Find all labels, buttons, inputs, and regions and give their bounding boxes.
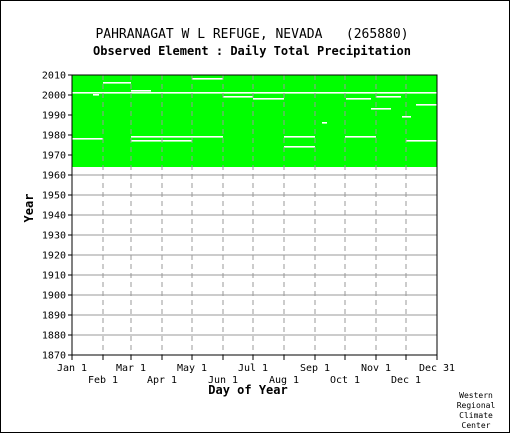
y-tick-label: 1950 xyxy=(42,191,66,202)
observed-data-block xyxy=(72,75,437,167)
missing-data-segment xyxy=(284,146,315,148)
x-tick-label: Apr 1 xyxy=(147,375,177,386)
missing-data-segment xyxy=(284,136,315,138)
missing-data-segment xyxy=(406,140,437,142)
credit-line-3: Climate xyxy=(459,411,493,420)
x-axis-title: Day of Year xyxy=(208,383,287,397)
x-tick-label: May 1 xyxy=(177,363,207,374)
y-tick-label: 1920 xyxy=(42,251,66,262)
missing-data-segment xyxy=(402,116,411,118)
x-tick-label: Sep 1 xyxy=(300,363,330,374)
y-tick-label: 1990 xyxy=(42,111,66,122)
y-tick-label: 1880 xyxy=(42,331,66,342)
x-tick-label: Jul 1 xyxy=(238,363,268,374)
plot-area xyxy=(71,74,438,356)
missing-data-segment xyxy=(72,92,437,94)
missing-data-segment xyxy=(416,104,437,106)
x-axis-ticks: Jan 1 Mar 1 May 1 Jul 1 Sep 1 Nov 1 Dec 31 Feb … xyxy=(57,355,455,386)
x-tick-label: Dec 1 xyxy=(391,375,421,386)
y-tick-label: 1910 xyxy=(42,271,66,282)
missing-data-segment xyxy=(345,136,376,138)
y-tick-label: 1960 xyxy=(42,171,66,182)
x-tick-label: Feb 1 xyxy=(88,375,118,386)
missing-data-segment xyxy=(93,94,99,96)
x-tick-label: Jun 1 xyxy=(208,375,238,386)
missing-data-segment xyxy=(346,98,371,100)
y-tick-label: 1890 xyxy=(42,311,66,322)
chart-subtitle: Observed Element : Daily Total Precipita… xyxy=(93,44,411,58)
x-tick-label: Mar 1 xyxy=(116,363,146,374)
missing-data-segment xyxy=(223,96,253,98)
credit-block: Western Regional Climate Center xyxy=(457,391,496,430)
y-tick-label: 2010 xyxy=(42,71,66,82)
y-tick-label: 1930 xyxy=(42,231,66,242)
x-tick-label: Aug 1 xyxy=(269,375,299,386)
missing-data-segment xyxy=(192,78,223,80)
missing-data-segment xyxy=(376,96,401,98)
credit-line-2: Regional xyxy=(457,401,496,410)
missing-data-segment xyxy=(371,108,391,110)
x-tick-label: Nov 1 xyxy=(361,363,391,374)
credit-line-1: Western xyxy=(459,391,493,400)
y-tick-label: 1980 xyxy=(42,131,66,142)
chart-title: PAHRANAGAT W L REFUGE, NEVADA (265880) xyxy=(95,27,408,42)
x-tick-label: Jan 1 xyxy=(57,363,87,374)
missing-data-segment xyxy=(253,98,284,100)
y-tick-label: 1870 xyxy=(42,351,66,362)
y-tick-label: 1940 xyxy=(42,211,66,222)
credit-line-4: Center xyxy=(462,421,491,430)
y-tick-label: 2000 xyxy=(42,91,66,102)
missing-data-segment xyxy=(103,82,131,84)
missing-data-segment xyxy=(131,136,223,138)
y-axis-title: Year xyxy=(22,194,36,223)
missing-data-segment xyxy=(322,122,327,124)
missing-data-segment xyxy=(131,90,151,92)
x-tick-label: Dec 31 xyxy=(419,363,455,374)
y-tick-label: 1900 xyxy=(42,291,66,302)
missing-data-segment xyxy=(72,138,103,140)
y-axis-ticks: 1870 1880 1890 1900 1910 1920 1930 1940 1950 1960… xyxy=(42,71,72,362)
y-tick-label: 1970 xyxy=(42,151,66,162)
x-tick-label: Oct 1 xyxy=(330,375,360,386)
